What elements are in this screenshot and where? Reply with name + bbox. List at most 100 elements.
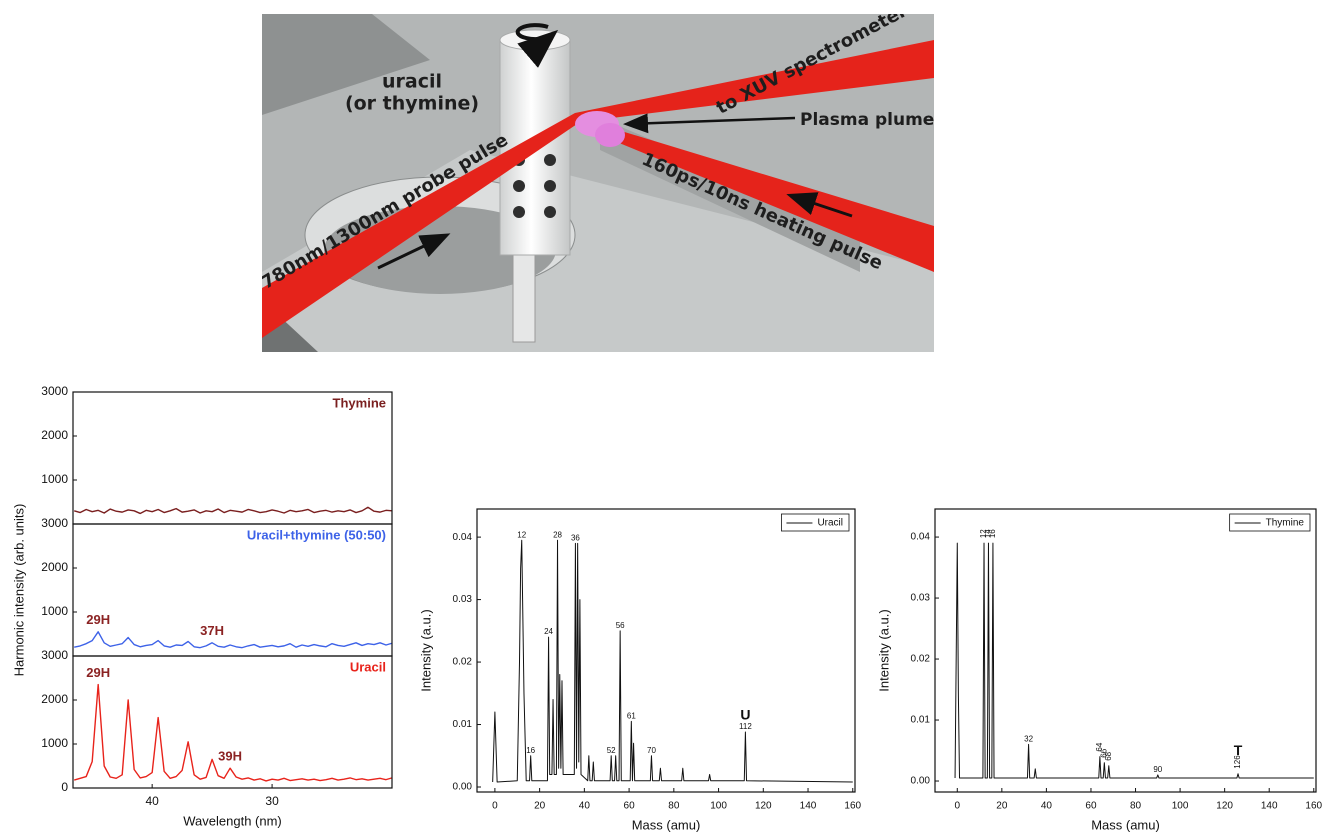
y-tick-label: 0.03: [453, 594, 473, 605]
peak-label: 28: [553, 530, 562, 539]
x-tick-label: 0: [492, 801, 498, 812]
y-tick-label: 1000: [41, 472, 68, 486]
peak-label: 37H: [200, 623, 224, 638]
x-tick-label: 40: [579, 801, 591, 812]
peak-label: 29H: [86, 612, 110, 627]
y-tick-label: 0: [61, 780, 68, 794]
setup-diagram: uracil (or thymine) to XUV spectrometer …: [262, 14, 934, 352]
peak-label: 14: [984, 529, 993, 538]
wall: [262, 14, 430, 115]
x-tick-label: 0: [954, 801, 960, 812]
plot-frame: [476, 508, 856, 793]
x-tick-label: 80: [668, 801, 680, 812]
x-tick-label: 100: [1172, 801, 1189, 812]
x-tick-label: 60: [624, 801, 636, 812]
probe-beam: [262, 40, 934, 338]
rod: [512, 249, 536, 343]
x-tick-label: 20: [996, 801, 1008, 812]
x-tick-label: 40: [1041, 801, 1053, 812]
peak-label: 32: [1024, 735, 1033, 744]
x-tick-label: 120: [1216, 801, 1233, 812]
plot-frame: [934, 508, 1317, 793]
x-tick-label: 160: [844, 801, 861, 812]
peak-label: 36: [571, 533, 580, 542]
x-tick-label: 40: [145, 794, 159, 808]
chart: 0.00 0.01 0.02 0.03 0.04 0 20 40 60 80 100 120 140 16…: [418, 508, 862, 832]
peak-label: 39H: [218, 749, 242, 764]
y-tick-label: 0.02: [453, 657, 473, 668]
y-tick-label: 0.00: [453, 782, 473, 793]
peak-label: T: [1234, 742, 1243, 758]
chart: 1000 2000 3000 Thymine: [41, 384, 393, 525]
legend-box: [1229, 513, 1311, 532]
legend-label: Thymine: [1266, 518, 1305, 529]
rotation-arrow: [515, 23, 559, 68]
peak-label: 68: [1104, 751, 1113, 760]
plot-frame: [72, 523, 393, 657]
chart: 0.00 0.01 0.02 0.03 0.04 0 20 40 60 80 100 120 140 16…: [876, 508, 1323, 832]
x-tick-label: 20: [534, 801, 546, 812]
legend-label: Uracil+thymine (50:50): [247, 527, 386, 542]
peak-label: 126: [1233, 755, 1242, 769]
legend-label: Thymine: [333, 395, 386, 410]
arrow: [786, 192, 853, 218]
plasma-plume: [595, 123, 625, 147]
y-tick-label: 0.02: [911, 654, 931, 665]
x-tick-label: 100: [710, 801, 727, 812]
data-line: [74, 506, 393, 515]
x-axis-label: Wavelength (nm): [183, 813, 282, 828]
y-tick-label: 2000: [41, 692, 68, 706]
x-tick-label: 80: [1130, 801, 1142, 812]
chart: 0 1000 2000 3000 40 30 Uracil 29H 39H Wavelength …: [41, 648, 393, 828]
data-line: [492, 539, 853, 783]
peak-label: 90: [1153, 765, 1162, 774]
diagram-label: Plasma plume: [800, 110, 934, 130]
peak-label: 61: [627, 712, 636, 721]
legend-label: Uracil: [817, 518, 843, 529]
x-tick-label: 140: [1261, 801, 1278, 812]
peak-label: 56: [616, 621, 625, 630]
peak-label: 24: [544, 627, 553, 636]
x-tick-label: 140: [800, 801, 817, 812]
y-tick-label: 1000: [41, 736, 68, 750]
peak-label: 112: [739, 722, 752, 731]
y-tick-label: 2000: [41, 428, 68, 442]
plot-frame: [72, 391, 393, 525]
arrow: [623, 113, 796, 134]
y-axis-label: Harmonic intensity (arb. units): [11, 504, 26, 677]
peak-label: 70: [647, 746, 656, 755]
y-axis-label: Intensity (a.u.): [876, 609, 891, 691]
peak-label: 16: [988, 529, 997, 538]
legend-box: [781, 513, 850, 532]
x-tick-label: 120: [755, 801, 772, 812]
y-tick-label: 0.01: [911, 715, 931, 726]
y-tick-label: 1000: [41, 604, 68, 618]
data-line: [74, 683, 393, 782]
y-axis-label: Intensity (a.u.): [418, 609, 433, 691]
y-tick-label: 3000: [41, 384, 68, 398]
peak-label: 52: [607, 746, 616, 755]
x-tick-label: 30: [265, 794, 279, 808]
y-tick-label: 0.03: [911, 593, 931, 604]
arrow: [377, 233, 451, 270]
heating-beam: [585, 120, 934, 272]
chart: 1000 2000 3000 Uracil+thymine (50:50) 29H 37H…: [11, 504, 393, 677]
data-line: [954, 542, 1314, 779]
peak-label: 64: [1095, 742, 1104, 751]
y-tick-label: 0.04: [453, 532, 473, 543]
plot-frame: [72, 655, 393, 789]
data-line: [74, 631, 393, 649]
diagram-label: uracil: [382, 71, 442, 93]
peak-label: 16: [526, 746, 535, 755]
x-axis-label: Mass (amu): [632, 817, 701, 832]
y-tick-label: 0.00: [911, 776, 931, 787]
peak-label: 66: [1099, 748, 1108, 757]
y-tick-label: 3000: [41, 648, 68, 662]
x-tick-label: 160: [1305, 801, 1322, 812]
x-tick-label: 60: [1085, 801, 1097, 812]
y-tick-label: 3000: [41, 516, 68, 530]
peak-label: 12: [979, 529, 988, 538]
peak-label: U: [740, 707, 750, 723]
peak-label: 29H: [86, 665, 110, 680]
